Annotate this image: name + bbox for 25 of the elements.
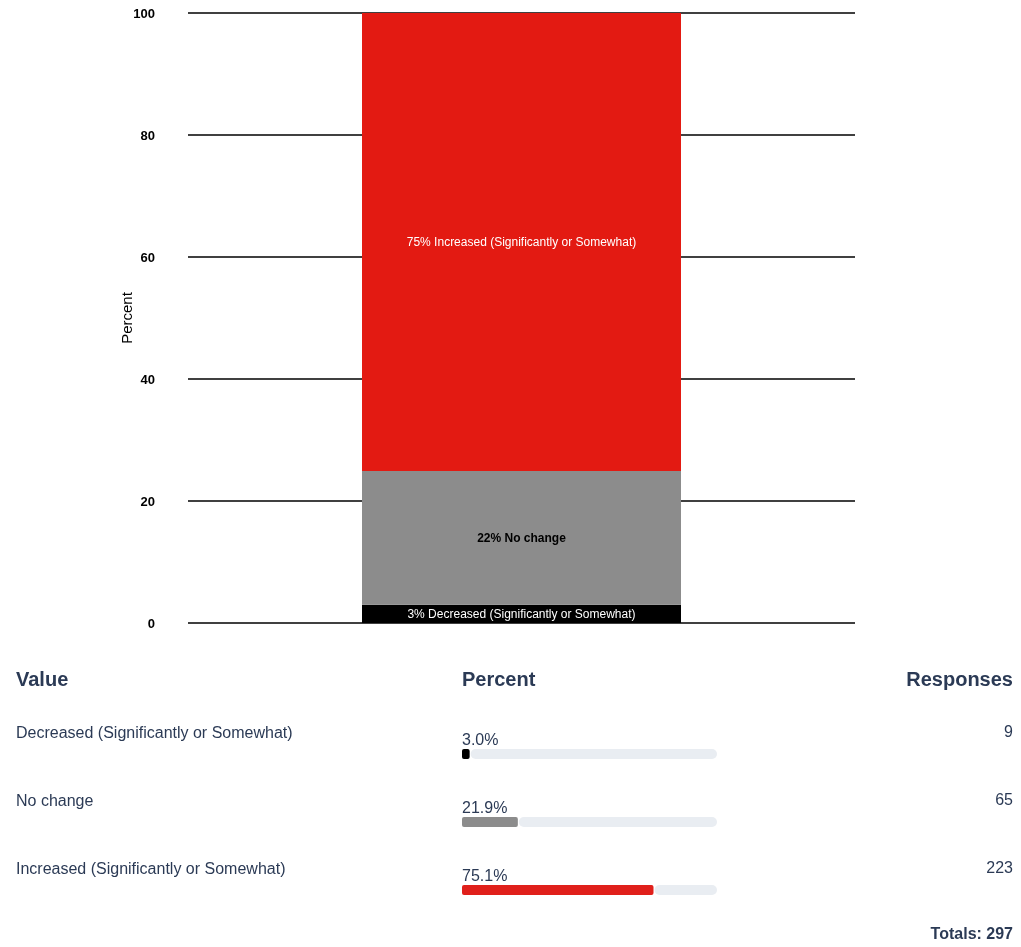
text: 65 (995, 790, 1013, 810)
category-label: Increased (Significantly or Somewhat) (16, 859, 286, 877)
data-label: 75.1% (462, 866, 508, 884)
category-label: No change (16, 791, 94, 809)
text: Totals: 297 (930, 925, 1013, 943)
bar (362, 471, 681, 605)
data-label: 3.0% (462, 730, 499, 748)
y-tick-label: 100 (133, 5, 155, 21)
data-label: 22% No change (477, 530, 567, 545)
data-label: 75% Increased (Significantly or Somewhat) (406, 235, 637, 250)
data-label: 3% Decreased (Significantly or Somewhat) (407, 606, 636, 621)
bar (362, 13, 681, 472)
y-tick-label: 0 (147, 615, 155, 631)
data-label: 21.9% (462, 798, 508, 816)
y-tick-label: 80 (140, 127, 155, 143)
y2-axis-title: Responses (906, 668, 1013, 691)
y-tick-label: 20 (140, 493, 155, 509)
text: 223 (986, 858, 1013, 878)
y-tick-label: 60 (140, 249, 155, 265)
x-axis-title: Percent (462, 668, 536, 691)
y-tick-label: 40 (140, 371, 155, 387)
text: 9 (1004, 722, 1013, 742)
y-axis-title: Percent (118, 291, 136, 344)
category-label: Decreased (Significantly or Somewhat) (16, 723, 293, 741)
y-axis-title: Value (16, 668, 69, 691)
